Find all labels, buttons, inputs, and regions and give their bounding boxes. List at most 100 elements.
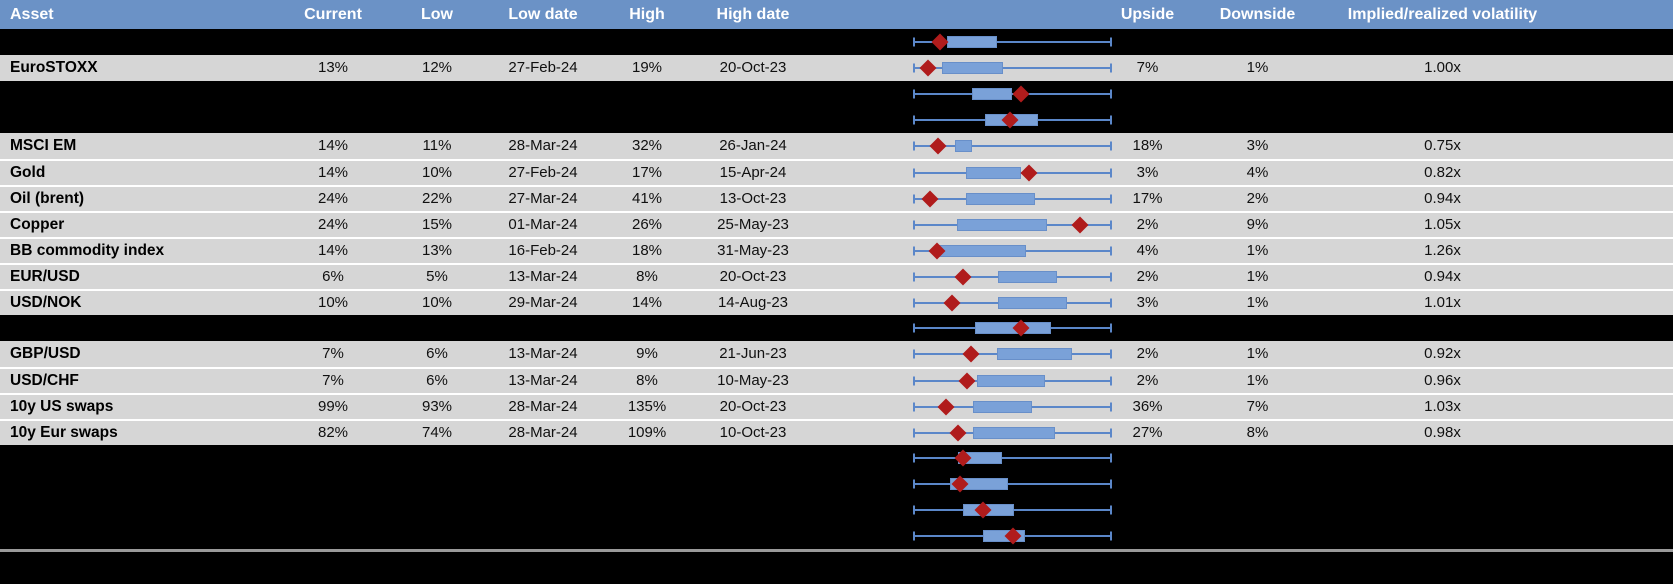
boxplot <box>913 523 1112 549</box>
whisker-cap-right <box>1110 453 1112 463</box>
whisker-cap-right <box>1110 376 1112 386</box>
boxplot <box>913 497 1112 523</box>
boxplot-cell <box>800 213 1120 237</box>
asset-cell: 10y US swaps <box>10 398 114 415</box>
spacer-row <box>0 315 1673 341</box>
downside-cell: 1% <box>1246 372 1269 389</box>
column-header-downside: Downside <box>1219 5 1296 23</box>
whisker-cap-right <box>1110 323 1112 333</box>
asset-cell: USD/NOK <box>10 294 82 311</box>
implied-realized-cell: 1.05x <box>1424 216 1461 233</box>
low-date-cell: 29-Mar-24 <box>508 294 578 311</box>
asset-cell: USD/CHF <box>10 372 79 389</box>
downside-cell: 4% <box>1246 164 1269 181</box>
high-cell: 17% <box>631 164 663 181</box>
current-marker-diamond <box>958 372 976 390</box>
low-cell: 6% <box>426 372 448 389</box>
high-cell: 32% <box>631 137 663 154</box>
whisker-cap-left <box>913 115 915 125</box>
upside-cell: 3% <box>1136 164 1159 181</box>
whisker-cap-left <box>913 246 915 256</box>
whisker-cap-left <box>913 63 915 73</box>
high-cell: 135% <box>627 398 667 415</box>
boxplot <box>913 369 1112 393</box>
spacer-row <box>0 471 1673 497</box>
boxplot-cell <box>800 107 1120 133</box>
boxplot <box>913 107 1112 133</box>
upside-cell: 7% <box>1136 59 1159 76</box>
boxplot-cell <box>800 523 1120 549</box>
column-header-high-date: High date <box>716 5 790 23</box>
low-date-cell: 28-Mar-24 <box>508 137 578 154</box>
implied-realized-cell: 1.01x <box>1424 294 1461 311</box>
boxplot-cell <box>800 291 1120 315</box>
downside-cell: 1% <box>1246 294 1269 311</box>
current-marker-diamond <box>943 294 961 312</box>
low-date-cell: 16-Feb-24 <box>508 242 578 259</box>
boxplot <box>913 341 1112 367</box>
asset-cell: Gold <box>10 164 46 181</box>
spacer-row <box>0 81 1673 107</box>
whisker-cap-right <box>1110 194 1112 204</box>
whisker-cap-left <box>913 168 915 178</box>
upside-cell: 3% <box>1136 294 1159 311</box>
asset-cell: EuroSTOXX <box>10 59 98 76</box>
range-box <box>972 401 1033 413</box>
spacer-row <box>0 107 1673 133</box>
table-header-row: Asset Current Low Low date High High dat… <box>0 0 1673 29</box>
low-date-cell: 27-Mar-24 <box>508 190 578 207</box>
downside-cell: 3% <box>1246 137 1269 154</box>
high-date-cell: 14-Aug-23 <box>717 294 789 311</box>
implied-realized-cell: 0.82x <box>1424 164 1461 181</box>
range-box <box>954 140 972 152</box>
current-cell: 99% <box>317 398 349 415</box>
boxplot <box>913 315 1112 341</box>
whisker-cap-right <box>1110 115 1112 125</box>
boxplot <box>913 187 1112 211</box>
high-date-cell: 10-May-23 <box>717 372 789 389</box>
current-cell: 82% <box>317 424 349 441</box>
whisker-cap-left <box>913 220 915 230</box>
whisker-cap-left <box>913 89 915 99</box>
current-marker-diamond <box>962 345 980 363</box>
range-box <box>965 167 1022 179</box>
whisker-line <box>913 457 1112 459</box>
current-marker-diamond <box>1020 164 1038 182</box>
low-cell: 93% <box>421 398 453 415</box>
low-date-cell: 13-Mar-24 <box>508 372 578 389</box>
low-date-cell: 27-Feb-24 <box>508 164 578 181</box>
range-box <box>997 271 1058 283</box>
upside-cell: 2% <box>1136 372 1159 389</box>
whisker-cap-right <box>1110 428 1112 438</box>
implied-realized-cell: 1.00x <box>1424 59 1461 76</box>
current-marker-diamond <box>919 59 937 77</box>
whisker-cap-left <box>913 194 915 204</box>
boxplot <box>913 421 1112 445</box>
whisker-cap-left <box>913 141 915 151</box>
low-date-cell: 28-Mar-24 <box>508 398 578 415</box>
boxplot-cell <box>800 239 1120 263</box>
low-date-cell: 13-Mar-24 <box>508 345 578 362</box>
high-cell: 19% <box>631 59 663 76</box>
high-date-cell: 20-Oct-23 <box>719 268 787 285</box>
boxplot <box>913 81 1112 107</box>
low-cell: 5% <box>426 268 448 285</box>
whisker-cap-right <box>1110 505 1112 515</box>
current-cell: 14% <box>317 164 349 181</box>
column-header-implied-realized: Implied/realized volatility <box>1347 5 1538 23</box>
upside-cell: 17% <box>1132 190 1163 207</box>
column-header-high: High <box>629 5 665 23</box>
high-cell: 8% <box>636 268 658 285</box>
asset-cell: Oil (brent) <box>10 190 85 207</box>
low-date-cell: 27-Feb-24 <box>508 59 578 76</box>
upside-cell: 4% <box>1136 242 1159 259</box>
current-marker-diamond <box>1071 216 1089 234</box>
current-marker-diamond <box>937 398 955 416</box>
implied-realized-cell: 1.26x <box>1424 242 1461 259</box>
current-cell: 24% <box>317 216 349 233</box>
table-row: Gold 14% 10% 27-Feb-24 17% 15-Apr-24 3% 4% 0.82x <box>0 159 1673 185</box>
current-cell: 10% <box>317 294 349 311</box>
low-cell: 15% <box>421 216 453 233</box>
boxplot <box>913 213 1112 237</box>
